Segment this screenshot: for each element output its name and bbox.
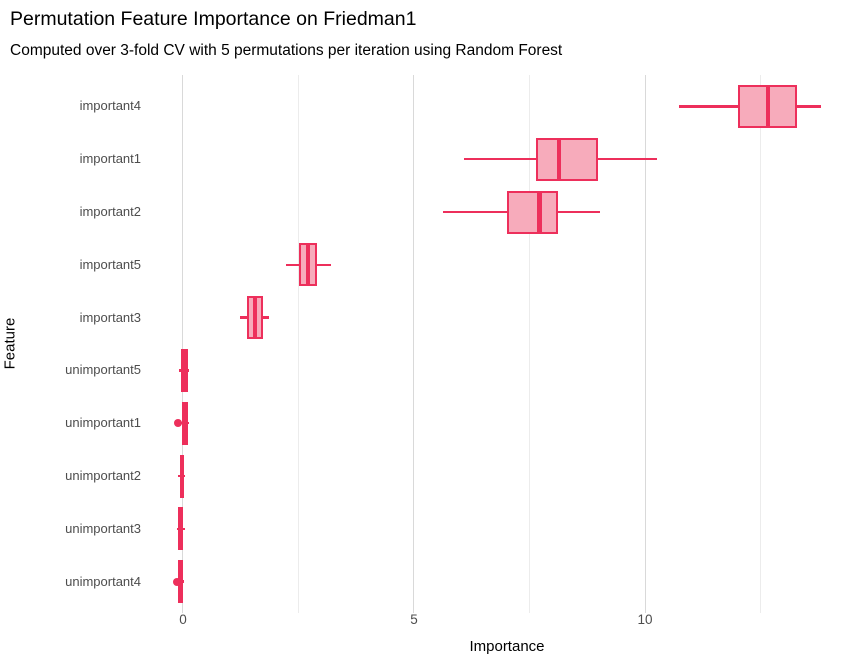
chart-title: Permutation Feature Importance on Friedm… <box>10 8 417 30</box>
x-tick-label: 0 <box>179 612 187 627</box>
boxplot-median <box>179 454 185 498</box>
whisker-low <box>463 157 536 161</box>
category-label: important2 <box>79 204 141 219</box>
chart-subtitle: Computed over 3-fold CV with 5 permutati… <box>10 42 563 59</box>
category-axis: important4 important1 important2 important5… <box>0 80 141 608</box>
gridline-major <box>413 75 415 613</box>
category-label: important1 <box>79 151 141 167</box>
whisker-low <box>178 369 182 372</box>
whisker-high <box>183 474 186 478</box>
whisker-high <box>316 263 331 267</box>
boxplot-box <box>506 190 559 234</box>
boxplot-median <box>305 243 311 287</box>
category-label: unimportant4 <box>65 573 141 589</box>
gridline-minor <box>297 75 299 613</box>
category-label: unimportant5 <box>65 362 141 378</box>
gridline-major <box>182 75 184 613</box>
boxplot-outlier-point <box>172 577 181 586</box>
whisker-high <box>558 210 601 214</box>
boxplot-median <box>182 348 187 392</box>
boxplot-box <box>535 137 598 181</box>
boxplot-median <box>252 296 258 340</box>
whisker-high <box>188 369 190 372</box>
category-label: unimportant3 <box>65 520 141 536</box>
whisker-high <box>797 105 822 108</box>
gridline-major <box>644 75 646 613</box>
whisker-low <box>286 263 299 267</box>
boxplot-median <box>182 401 187 445</box>
whisker-high <box>182 527 185 531</box>
boxplot-median <box>178 507 183 551</box>
whisker-high <box>182 580 184 583</box>
whisker-low <box>240 316 248 319</box>
boxplot-median <box>537 190 542 234</box>
whisker-low <box>679 105 738 108</box>
boxplot-outlier-point <box>174 419 183 428</box>
category-label: important3 <box>79 309 141 325</box>
category-label: important5 <box>79 256 141 272</box>
boxplot-median <box>556 137 562 181</box>
boxplot-median <box>765 84 771 128</box>
whisker-high <box>187 421 189 425</box>
whisker-high <box>597 157 657 161</box>
plot-panel <box>150 75 864 613</box>
category-label: important4 <box>79 98 141 114</box>
gridline-minor <box>529 75 530 613</box>
category-label: unimportant1 <box>65 415 141 431</box>
gridline-minor <box>760 75 761 613</box>
x-tick-label: 5 <box>410 612 418 627</box>
whisker-low <box>442 210 507 214</box>
whisker-low <box>177 474 180 478</box>
category-label: unimportant2 <box>65 468 141 483</box>
whisker-high <box>262 316 269 319</box>
x-axis-title: Importance <box>469 638 545 655</box>
x-tick-label: 10 <box>637 612 653 627</box>
